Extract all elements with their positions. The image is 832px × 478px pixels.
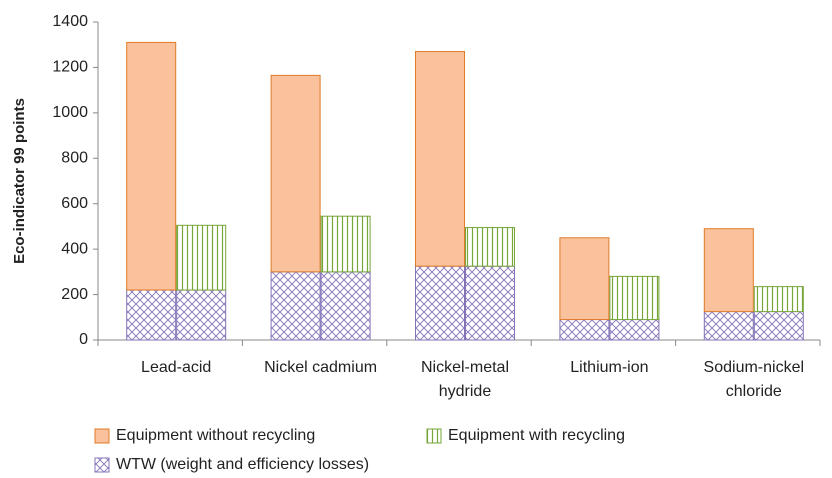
y-tick-label: 0 — [79, 331, 88, 348]
bar-segment — [559, 319, 610, 341]
x-tick-label: Lithium-ion — [570, 359, 648, 376]
bar-segment — [415, 265, 465, 341]
x-tick-label: Nickel-metal hydride — [421, 359, 509, 400]
y-tick-label: 600 — [61, 195, 88, 212]
bar-segment — [703, 228, 754, 313]
y-tick-label: 200 — [61, 286, 88, 303]
bar-segment — [415, 51, 465, 267]
bar-segment — [320, 271, 371, 341]
bar-segment — [126, 41, 177, 291]
bar-segment — [126, 289, 177, 341]
legend-label: Equipment without recycling — [116, 427, 315, 444]
bar-segment — [465, 265, 515, 341]
y-tick-label: 1400 — [52, 13, 88, 30]
y-tick-label: 1000 — [52, 104, 88, 121]
y-tick-label: 800 — [61, 150, 88, 167]
bar-segment — [176, 224, 227, 291]
bar-segment — [320, 215, 371, 273]
bar-segment — [270, 74, 321, 273]
bar-segment — [176, 289, 227, 341]
bar-segment — [465, 227, 515, 267]
legend-swatch — [94, 457, 110, 473]
y-tick-label: 400 — [61, 240, 88, 257]
bar-segment — [753, 286, 804, 313]
bar-segment — [609, 275, 660, 321]
bar-segment — [703, 311, 754, 341]
x-tick-label: Lead-acid — [141, 359, 211, 376]
legend-label: Equipment with recycling — [448, 427, 625, 444]
x-tick-label: Sodium-nickel chloride — [704, 359, 804, 400]
bar-segment — [559, 237, 610, 321]
bar-segment — [609, 319, 660, 341]
bar-segment — [270, 271, 321, 341]
bar-segment — [753, 311, 804, 341]
x-tick-label: Nickel cadmium — [264, 359, 377, 376]
y-tick-label: 1200 — [52, 59, 88, 76]
legend-swatch — [94, 428, 110, 444]
legend-label: WTW (weight and efficiency losses) — [116, 456, 369, 473]
y-axis-label: Eco-indicator 99 points — [11, 98, 28, 264]
legend-swatch — [426, 428, 442, 444]
